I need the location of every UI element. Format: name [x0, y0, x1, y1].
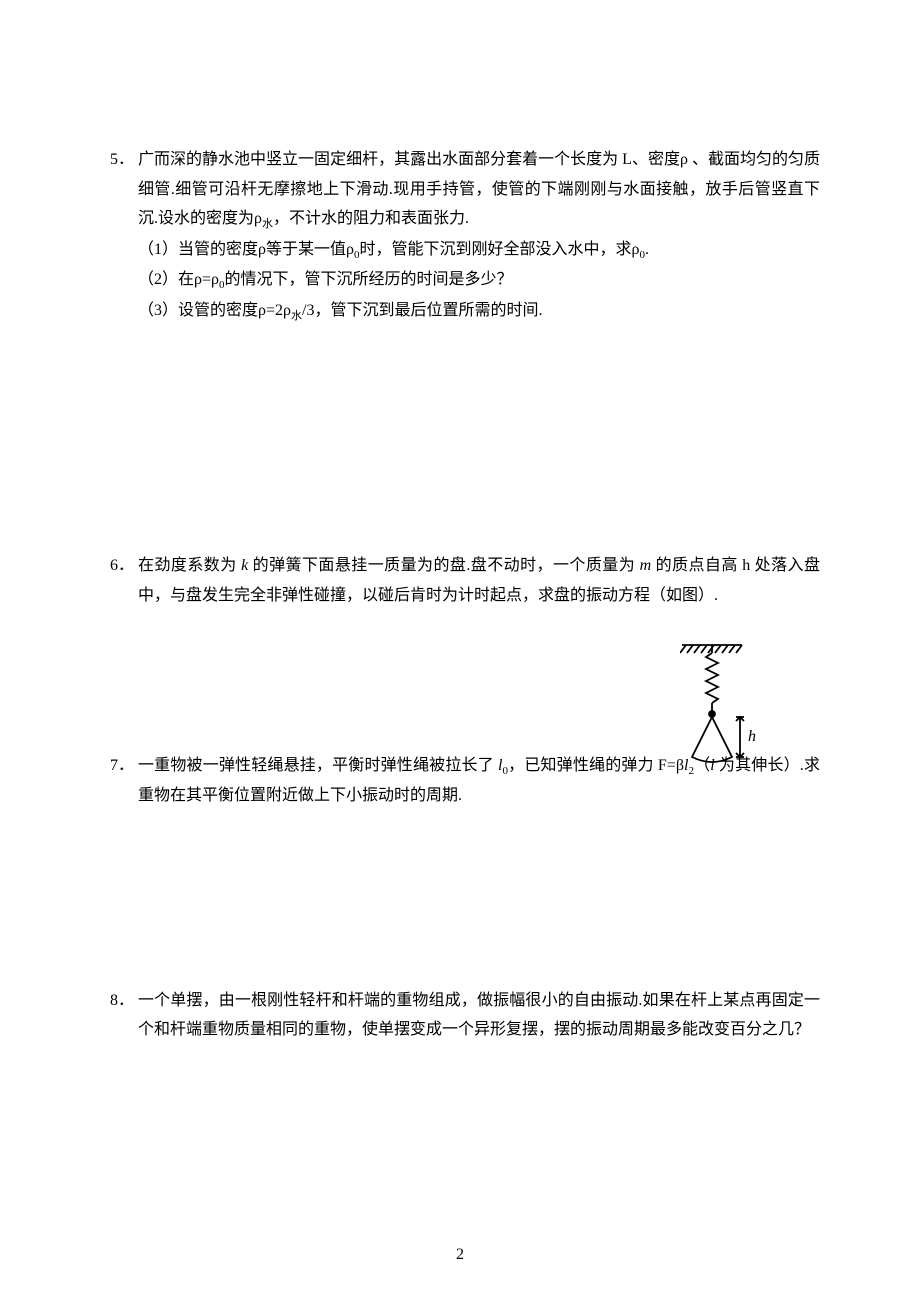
problem-number: 6． — [110, 551, 138, 581]
problem-6: 6．在劲度系数为 k 的弹簧下面悬挂一质量为的盘.盘不动时，一个质量为 m 的质… — [110, 551, 820, 610]
p5-sub2: （2）在ρ=ρ0的情况下，管下沉所经历的时间是多少？ — [138, 271, 513, 288]
h-label: h — [748, 728, 756, 745]
text: 的情况下，管下沉所经历的时间是多少？ — [225, 271, 513, 288]
figure-spring-pendulum: h — [680, 639, 770, 769]
problem-body: 一个单摆，由一根刚性轻杆和杆端的重物组成，做振幅很小的自由振动.如果在杆上某点再… — [138, 986, 820, 1045]
problem-number: 8． — [110, 986, 138, 1016]
p5-text-end: ，不计水的阻力和表面张力. — [273, 210, 469, 227]
problem-5: 5．广而深的静水池中竖立一固定细杆，其露出水面部分套着一个长度为 L、密度ρ 、… — [110, 145, 820, 326]
problem-body: 在劲度系数为 k 的弹簧下面悬挂一质量为的盘.盘不动时，一个质量为 m 的质点自… — [138, 551, 820, 610]
problem-8: 8．一个单摆，由一根刚性轻杆和杆端的重物组成，做振幅很小的自由振动.如果在杆上某… — [110, 986, 820, 1045]
sub-water: 水 — [262, 218, 273, 230]
text: 在劲度系数为 — [138, 557, 241, 574]
page-content: 5．广而深的静水池中竖立一固定细杆，其露出水面部分套着一个长度为 L、密度ρ 、… — [0, 0, 920, 1045]
text: . — [645, 241, 649, 258]
problem-number: 5． — [110, 145, 138, 175]
sub-water: 水 — [291, 310, 302, 322]
text: ，已知弹性绳的弹力 F=β — [508, 757, 684, 774]
p5-sub1: （1）当管的密度ρ等于某一值ρ0时，管能下沉到刚好全部没入水中，求ρ0. — [138, 241, 649, 258]
spring-diagram-icon: h — [680, 639, 770, 769]
text: （3）设管的密度ρ=2ρ — [138, 302, 291, 319]
p5-sub3: （3）设管的密度ρ=2ρ水/3，管下沉到最后位置所需的时间. — [138, 302, 542, 319]
problem-number: 7． — [110, 751, 138, 781]
p5-text: 广而深的静水池中竖立一固定细杆，其露出水面部分套着一个长度为 L、密度ρ 、截面… — [138, 151, 820, 227]
problem-body: 广而深的静水池中竖立一固定细杆，其露出水面部分套着一个长度为 L、密度ρ 、截面… — [138, 145, 820, 326]
text: 时，管能下沉到刚好全部没入水中，求ρ — [359, 241, 639, 258]
text: （2）在ρ=ρ — [138, 271, 219, 288]
text: 一重物被一弹性轻绳悬挂，平衡时弹性绳被拉长了 — [138, 757, 498, 774]
text: 的弹簧下面悬挂一质量为的盘.盘不动时，一个质量为 — [248, 557, 639, 574]
text: （1）当管的密度ρ等于某一值ρ — [138, 241, 354, 258]
var-m: m — [640, 557, 652, 574]
page-number: 2 — [0, 1246, 920, 1264]
text: /3，管下沉到最后位置所需的时间. — [302, 302, 542, 319]
